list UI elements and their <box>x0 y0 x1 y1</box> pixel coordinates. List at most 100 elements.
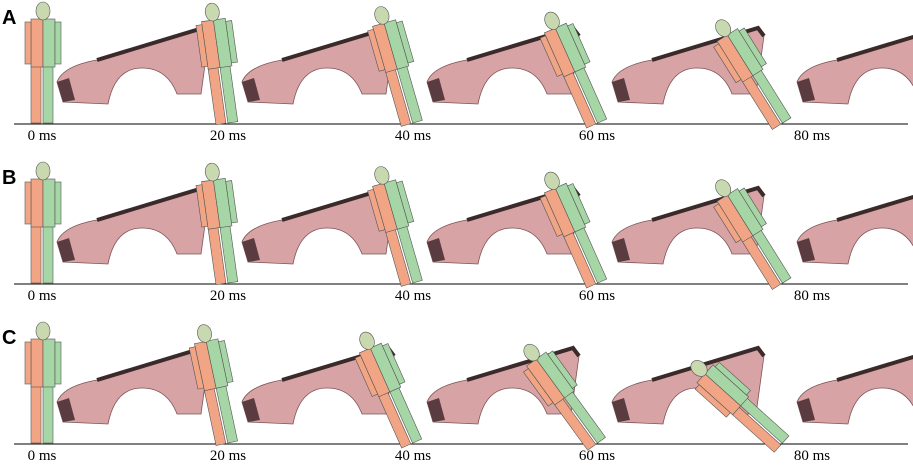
pedestrian <box>195 2 239 126</box>
pedestrian-arm <box>567 23 591 65</box>
car-body <box>796 356 913 425</box>
pedestrian-head <box>544 171 560 190</box>
pedestrian <box>690 360 790 453</box>
frame: 20 ms <box>195 2 396 144</box>
car-front <box>242 398 260 422</box>
pedestrian-arm <box>539 35 564 77</box>
pedestrian-arm <box>225 20 238 64</box>
frame-label: 80 ms <box>794 128 830 144</box>
panel-label: C <box>2 327 16 349</box>
car-front <box>612 238 630 262</box>
frame-label: 0 ms <box>28 448 57 464</box>
frame-label: 60 ms <box>579 448 615 464</box>
frame: 40 ms <box>367 166 581 304</box>
pedestrian-leg <box>42 65 54 124</box>
frame-label: 0 ms <box>28 288 57 304</box>
pedestrian-arm <box>713 43 742 84</box>
car-hood-edge <box>651 185 766 222</box>
pedestrian-arm <box>539 195 564 237</box>
pedestrian-arm <box>24 21 32 65</box>
frame-label: 40 ms <box>395 448 431 464</box>
frame-label: 0 ms <box>28 128 57 144</box>
pedestrian-head <box>197 324 212 343</box>
car-body <box>56 27 210 105</box>
frame: 80 ms <box>690 354 913 464</box>
frame: 0 ms <box>24 1 211 144</box>
pedestrian <box>539 11 608 129</box>
pedestrian-arm <box>738 27 767 68</box>
car-body <box>796 196 913 265</box>
pedestrian-arm <box>354 355 379 397</box>
frame: 40 ms <box>367 6 581 144</box>
frame-label: 20 ms <box>210 448 246 464</box>
car-front <box>797 238 815 262</box>
pedestrian-torso <box>30 18 44 68</box>
pedestrian-head <box>523 343 540 362</box>
pedestrian-arm <box>188 346 205 390</box>
car-front <box>242 238 260 262</box>
car-body <box>241 187 395 265</box>
frame: 80 ms <box>713 179 913 304</box>
pedestrian-arm <box>225 180 238 224</box>
pedestrian-head <box>690 360 708 377</box>
pedestrian-arm <box>396 20 415 64</box>
pedestrian-head <box>544 11 560 30</box>
car-front <box>242 78 260 102</box>
pedestrian-leg <box>30 225 42 284</box>
pedestrian <box>367 166 423 287</box>
frame: 0 ms <box>24 161 211 304</box>
frame: 20 ms <box>195 162 396 304</box>
frame-label: 20 ms <box>210 128 246 144</box>
pedestrian-arm <box>218 340 234 384</box>
car-body <box>56 187 210 265</box>
pedestrian <box>713 19 792 130</box>
car-front <box>612 398 630 422</box>
panel: C 0 ms 20 ms 40 ms 60 ms 80 ms <box>2 321 913 464</box>
pedestrian-arm <box>396 180 415 224</box>
car-hood-edge <box>651 345 766 382</box>
car-body <box>56 347 210 425</box>
pedestrian-leg <box>42 225 54 284</box>
pedestrian-arm <box>195 184 209 228</box>
pedestrian-head <box>715 19 732 37</box>
car-front <box>612 78 630 102</box>
frame-label: 20 ms <box>210 288 246 304</box>
car-hood-edge <box>651 25 766 62</box>
pedestrian-torso <box>30 178 44 228</box>
panel: A 0 ms 20 ms 40 ms 60 ms 80 ms <box>2 1 913 144</box>
pedestrian <box>24 161 62 284</box>
pedestrian-head <box>204 162 220 182</box>
pedestrian-head <box>359 331 375 350</box>
frame-label: 80 ms <box>794 288 830 304</box>
panel-label: B <box>2 167 16 189</box>
pedestrian-arm <box>367 28 386 72</box>
pedestrian-arm <box>195 24 209 68</box>
frame-label: 80 ms <box>794 448 830 464</box>
car-front <box>57 78 75 102</box>
pedestrian-arm <box>523 368 554 407</box>
pedestrian-arm <box>567 183 591 225</box>
frame: 60 ms <box>523 343 766 464</box>
panel-label: A <box>2 7 16 29</box>
pedestrian-torso <box>42 178 56 228</box>
car-hood-edge <box>836 194 913 222</box>
pedestrian <box>24 1 62 124</box>
pedestrian-leg <box>30 65 42 124</box>
pedestrian-arm <box>54 181 62 225</box>
pedestrian-arm <box>24 341 32 385</box>
pedestrian-head <box>204 2 220 22</box>
pedestrian-arm <box>382 343 406 385</box>
panel: B 0 ms 20 ms 40 ms 60 ms 80 ms <box>2 161 913 304</box>
pedestrian-head <box>374 166 390 185</box>
car-front <box>57 398 75 422</box>
pedestrian-arm <box>713 203 742 244</box>
pedestrian-leg <box>30 385 42 444</box>
car-body <box>241 27 395 105</box>
pedestrian <box>195 162 239 286</box>
pedestrian <box>713 179 792 290</box>
car-front <box>427 238 445 262</box>
pedestrian-head <box>715 179 732 197</box>
frame-label: 60 ms <box>579 288 615 304</box>
pedestrian-arm <box>24 181 32 225</box>
car-front <box>427 398 445 422</box>
